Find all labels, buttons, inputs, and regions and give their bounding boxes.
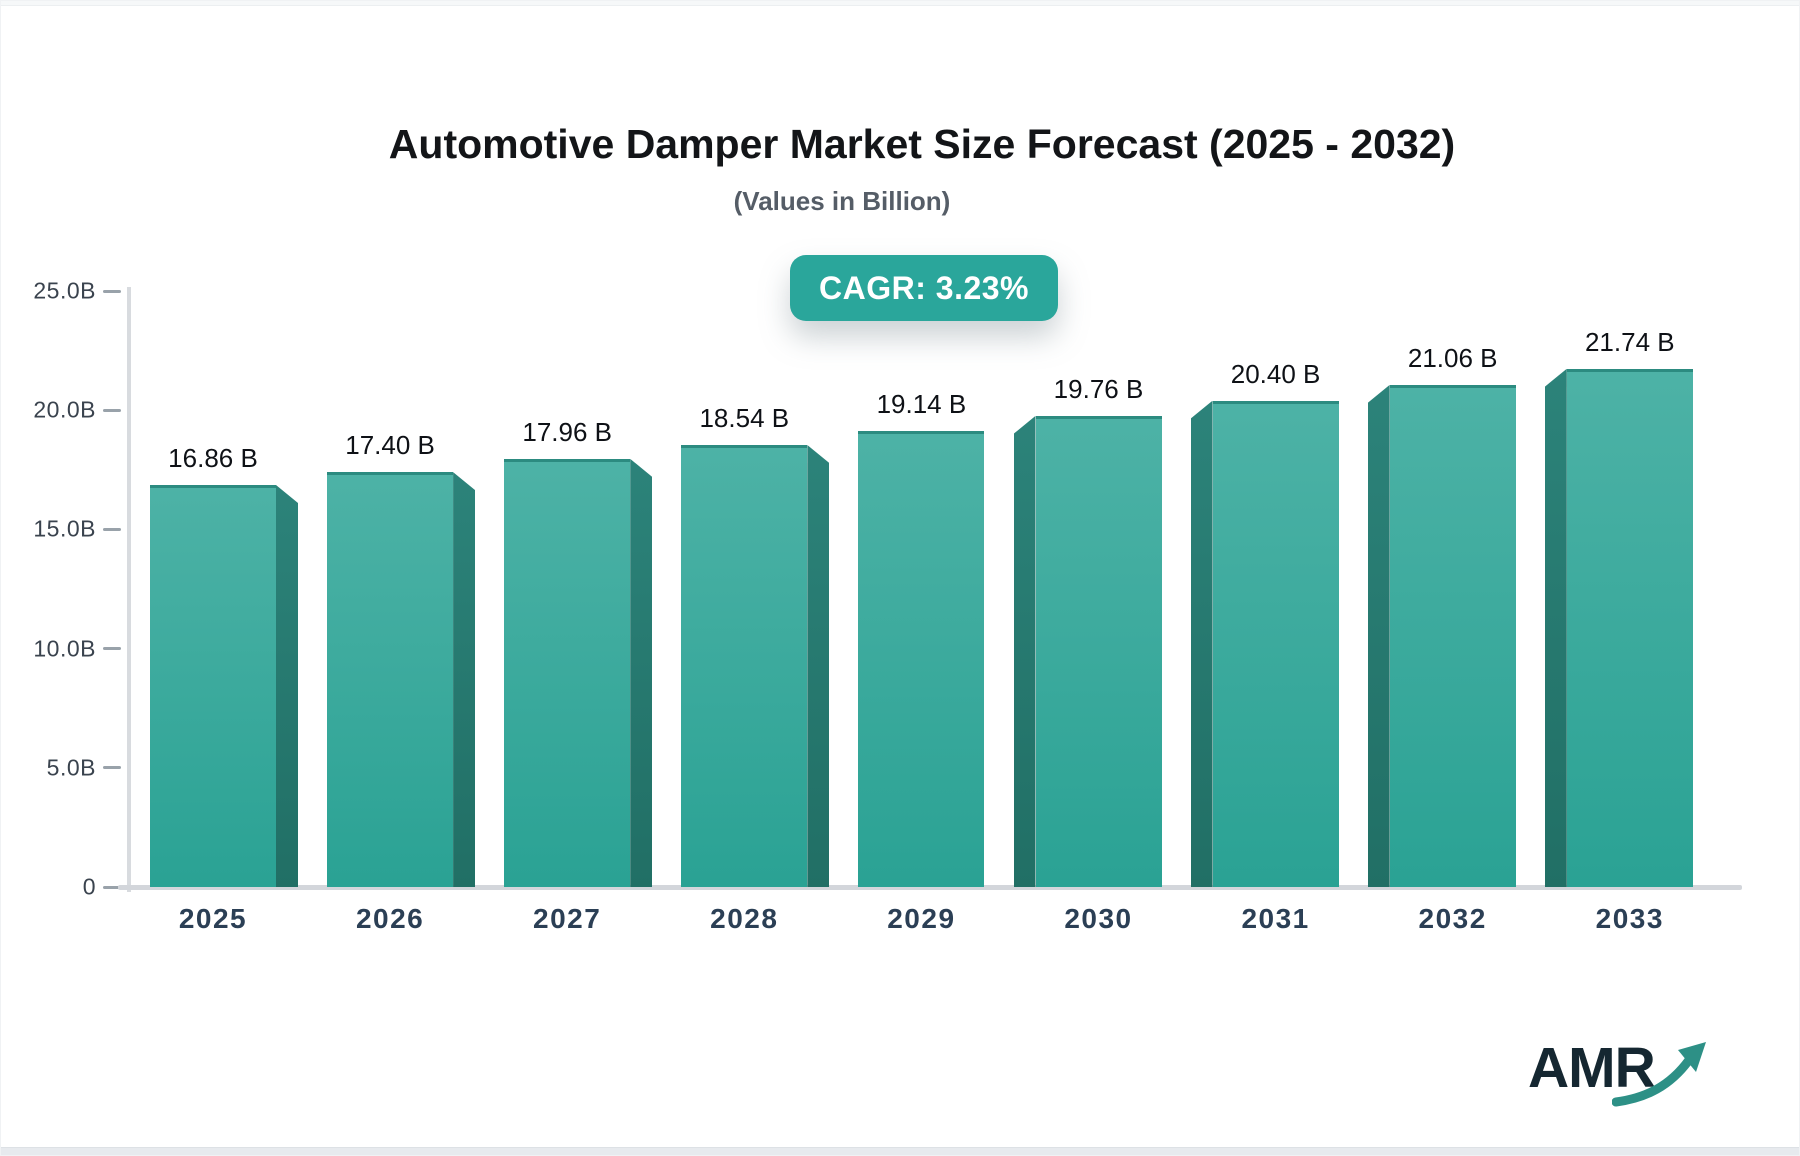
bar-2030 xyxy=(1035,415,1162,887)
bar-value-label-2025: 16.86 B xyxy=(168,443,258,474)
y-axis-tick-mark xyxy=(103,885,121,889)
x-axis-label-2026: 2026 xyxy=(355,903,425,934)
y-axis-tick-label: 5.0B xyxy=(46,754,96,781)
bar-side-face-2027 xyxy=(630,458,653,887)
x-axis-label-2031: 2031 xyxy=(1241,903,1310,934)
bar-value-label-2027: 17.96 B xyxy=(522,416,612,447)
cagr-badge: CAGR: 3.23% xyxy=(790,255,1058,321)
bar-side-face-2026 xyxy=(453,472,476,887)
bar-side-face-2032 xyxy=(1367,384,1390,887)
growth-arrow-icon xyxy=(1612,1042,1706,1107)
chart-title: Automotive Damper Market Size Forecast (… xyxy=(388,121,1456,168)
x-axis-baseline xyxy=(118,885,1742,890)
bar-value-label-2030: 19.76 B xyxy=(1053,373,1144,404)
y-axis-tick-label: 0 xyxy=(82,873,96,900)
x-axis-label-2033: 2033 xyxy=(1595,903,1664,934)
x-axis-label-2029: 2029 xyxy=(887,903,956,934)
bar-side-face-2025 xyxy=(276,485,298,887)
bar-value-label-2031: 20.40 B xyxy=(1230,358,1321,389)
y-axis-tick-label: 10.0B xyxy=(33,635,96,662)
bar-2027 xyxy=(504,458,631,887)
y-axis-tick-mark xyxy=(103,527,121,531)
x-axis-label-2030: 2030 xyxy=(1064,903,1133,934)
x-axis-label-2028: 2028 xyxy=(710,903,779,934)
x-axis-label-2025: 2025 xyxy=(178,903,248,934)
page-top-edge xyxy=(0,0,1800,6)
bar-side-face-2031 xyxy=(1190,400,1213,887)
bar-2032 xyxy=(1389,384,1516,887)
chart-subtitle: (Values in Billion) xyxy=(733,185,951,216)
y-axis-tick-mark xyxy=(103,408,121,412)
cagr-badge-label: CAGR: 3.23% xyxy=(819,269,1029,306)
bar-2029 xyxy=(858,430,985,887)
bar-value-label-2028: 18.54 B xyxy=(699,403,790,433)
y-axis-tick-label: 25.0B xyxy=(33,277,96,304)
bar-value-label-2029: 19.14 B xyxy=(876,388,967,419)
y-axis-tick-mark xyxy=(103,289,121,293)
bar-value-label-2032: 21.06 B xyxy=(1407,342,1498,373)
bar-2031 xyxy=(1212,400,1339,887)
x-axis-label-2027: 2027 xyxy=(533,903,602,934)
page-bottom-edge xyxy=(0,1147,1800,1156)
bar-side-face-2028 xyxy=(807,445,830,887)
x-axis-label-2032: 2032 xyxy=(1418,903,1487,934)
bar-side-face-2030 xyxy=(1013,415,1036,887)
amr-logo: AMR xyxy=(1528,1038,1708,1118)
bar-2028 xyxy=(681,445,808,887)
bar-value-label-2033: 21.74 B xyxy=(1584,326,1675,357)
bar-2033 xyxy=(1566,368,1693,887)
y-axis-tick-mark xyxy=(103,647,121,651)
y-axis-line xyxy=(127,287,131,892)
y-axis-tick-label: 15.0B xyxy=(33,515,96,542)
bar-2025 xyxy=(150,485,276,887)
y-axis-tick-mark xyxy=(103,766,121,770)
bar-side-face-2033 xyxy=(1544,368,1567,887)
amr-logo-text: AMR xyxy=(1528,1036,1656,1100)
bar-value-label-2026: 17.40 B xyxy=(345,430,435,461)
y-axis-tick-label: 20.0B xyxy=(33,396,96,423)
bar-2026 xyxy=(327,472,454,887)
